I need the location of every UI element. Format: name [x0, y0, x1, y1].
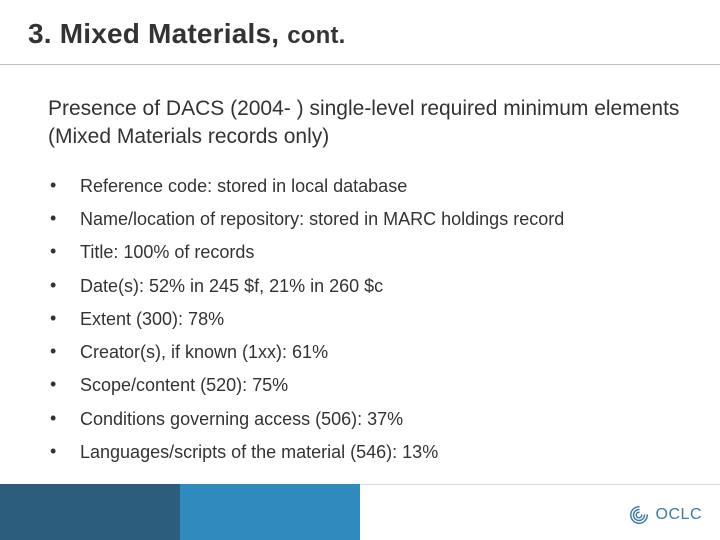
title-main: 3. Mixed Materials,	[28, 18, 287, 49]
bullet-text: Languages/scripts of the material (546):…	[80, 440, 438, 464]
bullet-icon: •	[48, 240, 80, 263]
bullet-icon: •	[48, 340, 80, 363]
bullet-icon: •	[48, 274, 80, 297]
list-item: •Languages/scripts of the material (546)…	[48, 440, 680, 464]
bullet-icon: •	[48, 440, 80, 463]
list-item: •Scope/content (520): 75%	[48, 373, 680, 397]
bullet-text: Conditions governing access (506): 37%	[80, 407, 403, 431]
list-item: •Date(s): 52% in 245 $f, 21% in 260 $c	[48, 274, 680, 298]
bullet-text: Name/location of repository: stored in M…	[80, 207, 564, 231]
title-wrap: 3. Mixed Materials, cont.	[0, 0, 720, 58]
bullet-icon: •	[48, 307, 80, 330]
bullet-text: Reference code: stored in local database	[80, 174, 407, 198]
footer-seg-2	[180, 484, 360, 540]
bullet-icon: •	[48, 373, 80, 396]
list-item: •Title: 100% of records	[48, 240, 680, 264]
list-item: •Extent (300): 78%	[48, 307, 680, 331]
title-cont: cont.	[287, 22, 345, 49]
footer-seg-1	[0, 484, 180, 540]
bullet-text: Title: 100% of records	[80, 240, 254, 264]
slide-body: Presence of DACS (2004- ) single-level r…	[0, 65, 720, 464]
oclc-logo: OCLC	[628, 504, 702, 526]
list-item: •Reference code: stored in local databas…	[48, 174, 680, 198]
slide: 3. Mixed Materials, cont. Presence of DA…	[0, 0, 720, 540]
lead-paragraph: Presence of DACS (2004- ) single-level r…	[48, 95, 680, 152]
footer-hairline	[360, 484, 720, 485]
bullet-icon: •	[48, 174, 80, 197]
list-item: •Creator(s), if known (1xx): 61%	[48, 340, 680, 364]
bullet-text: Scope/content (520): 75%	[80, 373, 288, 397]
bullet-text: Extent (300): 78%	[80, 307, 224, 331]
bullet-text: Date(s): 52% in 245 $f, 21% in 260 $c	[80, 274, 383, 298]
spiral-icon	[628, 504, 650, 526]
bullet-text: Creator(s), if known (1xx): 61%	[80, 340, 328, 364]
bullet-list: •Reference code: stored in local databas…	[48, 174, 680, 465]
bullet-icon: •	[48, 407, 80, 430]
list-item: •Name/location of repository: stored in …	[48, 207, 680, 231]
footer: OCLC	[0, 484, 720, 540]
logo-text: OCLC	[656, 506, 702, 524]
list-item: •Conditions governing access (506): 37%	[48, 407, 680, 431]
slide-title: 3. Mixed Materials, cont.	[28, 18, 692, 50]
bullet-icon: •	[48, 207, 80, 230]
